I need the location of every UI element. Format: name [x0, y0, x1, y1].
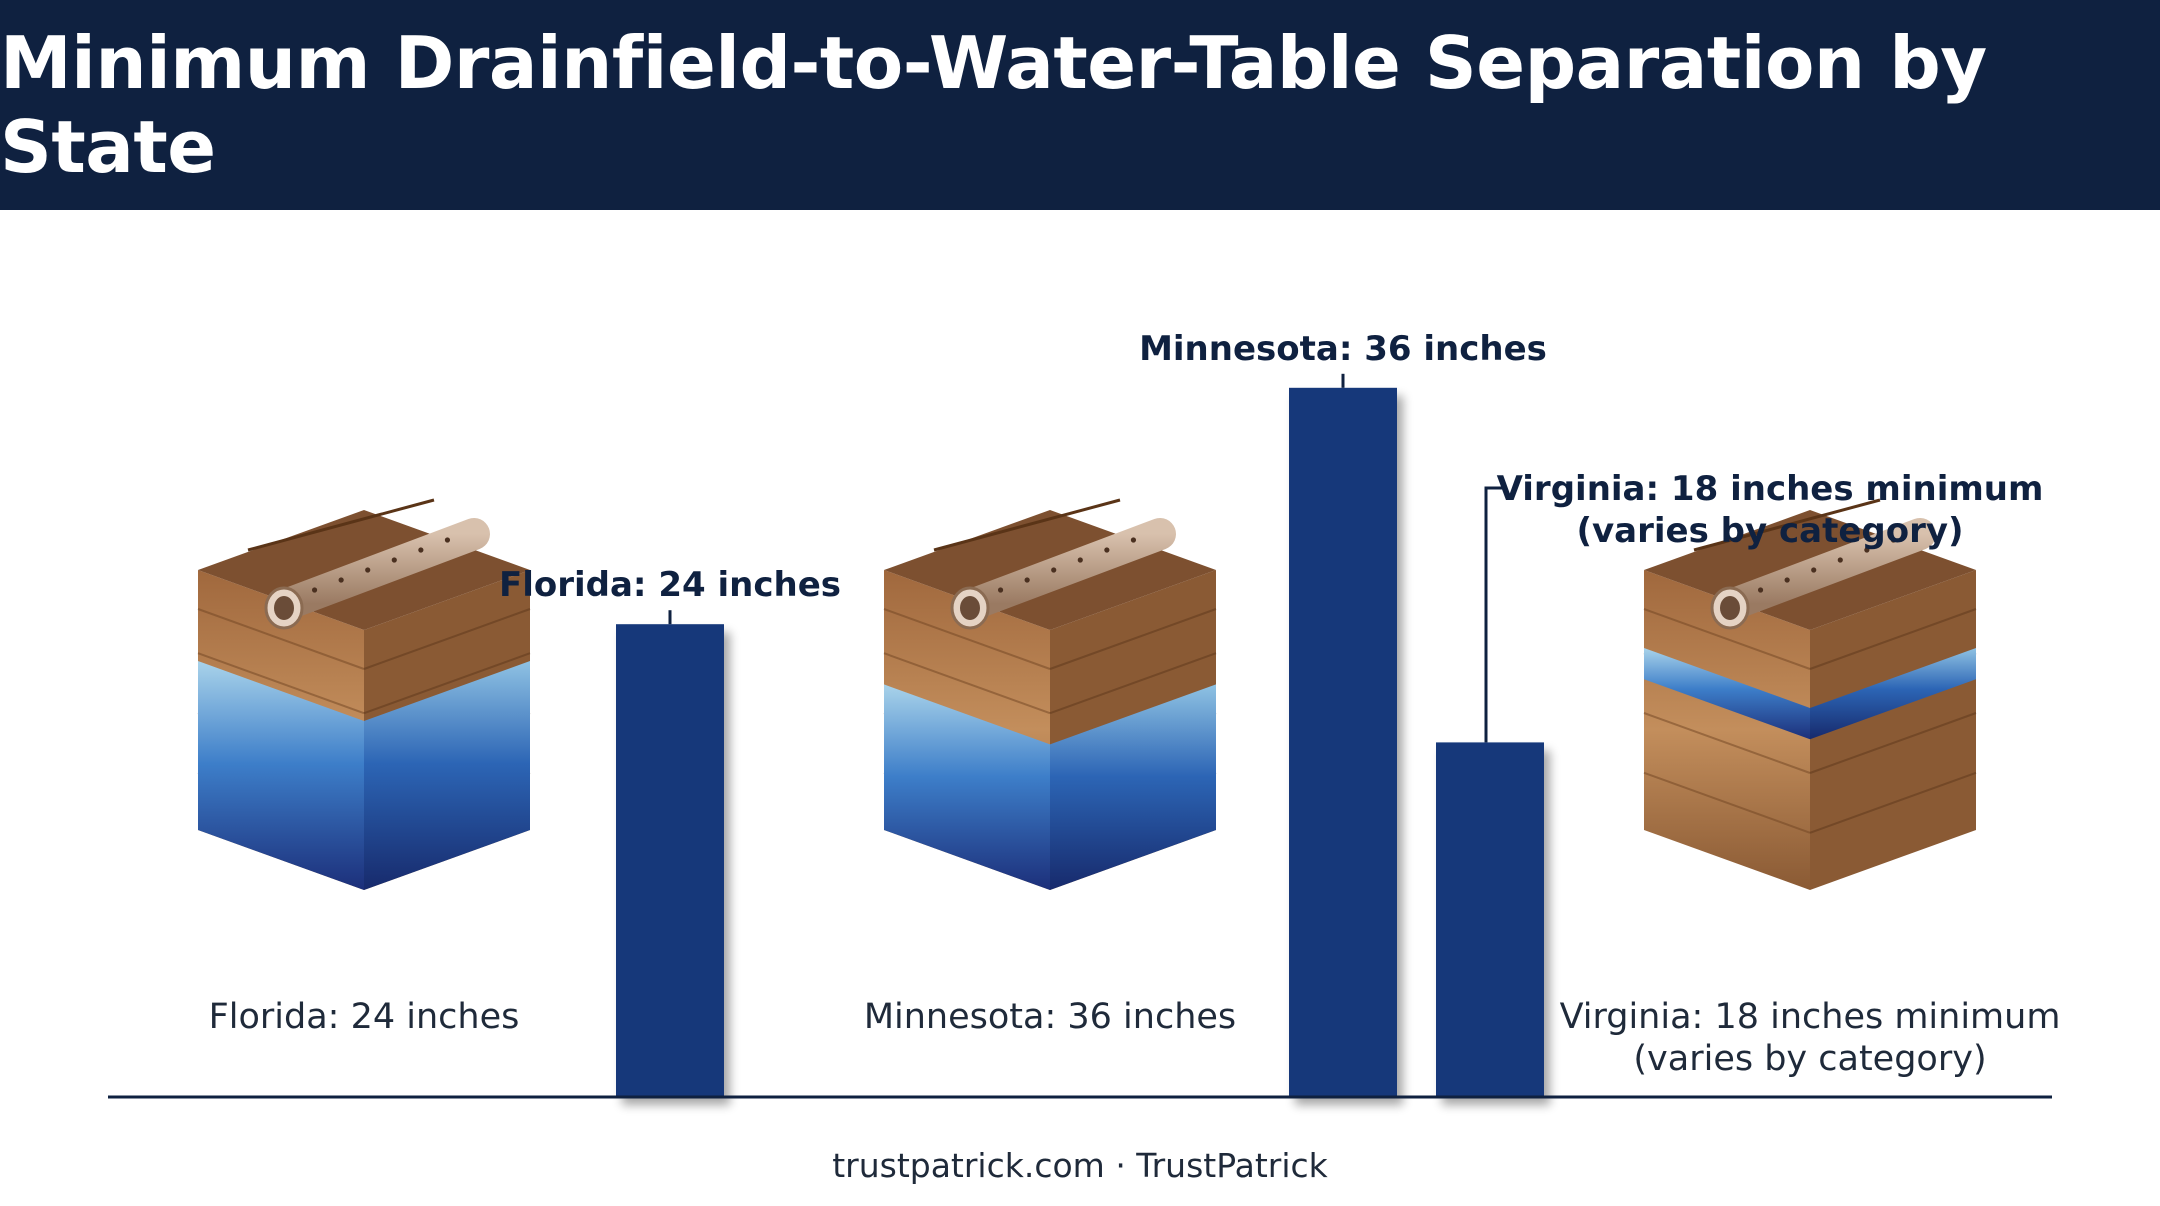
bar-label-florida: Florida: 24 inches: [499, 565, 841, 605]
bar-virginia: [1436, 742, 1544, 1097]
pipe-icon: [1718, 518, 1936, 620]
bar-florida: [616, 624, 724, 1097]
bar-minnesota: [1289, 387, 1397, 1097]
leader-line-virginia: [1484, 486, 1506, 743]
bar-label-virginia: (varies by category): [1576, 511, 1963, 551]
bar-label-virginia: Virginia: 18 inches minimum: [1497, 469, 2044, 509]
soil-water-block-icon: [1643, 498, 1977, 890]
illustration-caption-florida: Florida: 24 inches: [209, 997, 520, 1037]
chart-title: Minimum Drainfield-to-Water-Table Separa…: [0, 21, 1987, 189]
illustration-caption-minnesota: Minnesota: 36 inches: [864, 997, 1236, 1037]
pipe-icon: [958, 518, 1176, 620]
pipe-icon: [272, 518, 490, 620]
header-banner: Minimum Drainfield-to-Water-Table Separa…: [0, 0, 2160, 210]
bar-label-minnesota: Minnesota: 36 inches: [1139, 329, 1547, 369]
illustration-caption-virginia: (varies by category): [1633, 1039, 1986, 1079]
illustration-caption-virginia: Virginia: 18 inches minimum: [1560, 997, 2061, 1037]
soil-water-block-icon: [883, 498, 1217, 890]
soil-water-block-icon: [197, 498, 531, 890]
footer-credit: trustpatrick.com · TrustPatrick: [832, 1146, 1328, 1185]
